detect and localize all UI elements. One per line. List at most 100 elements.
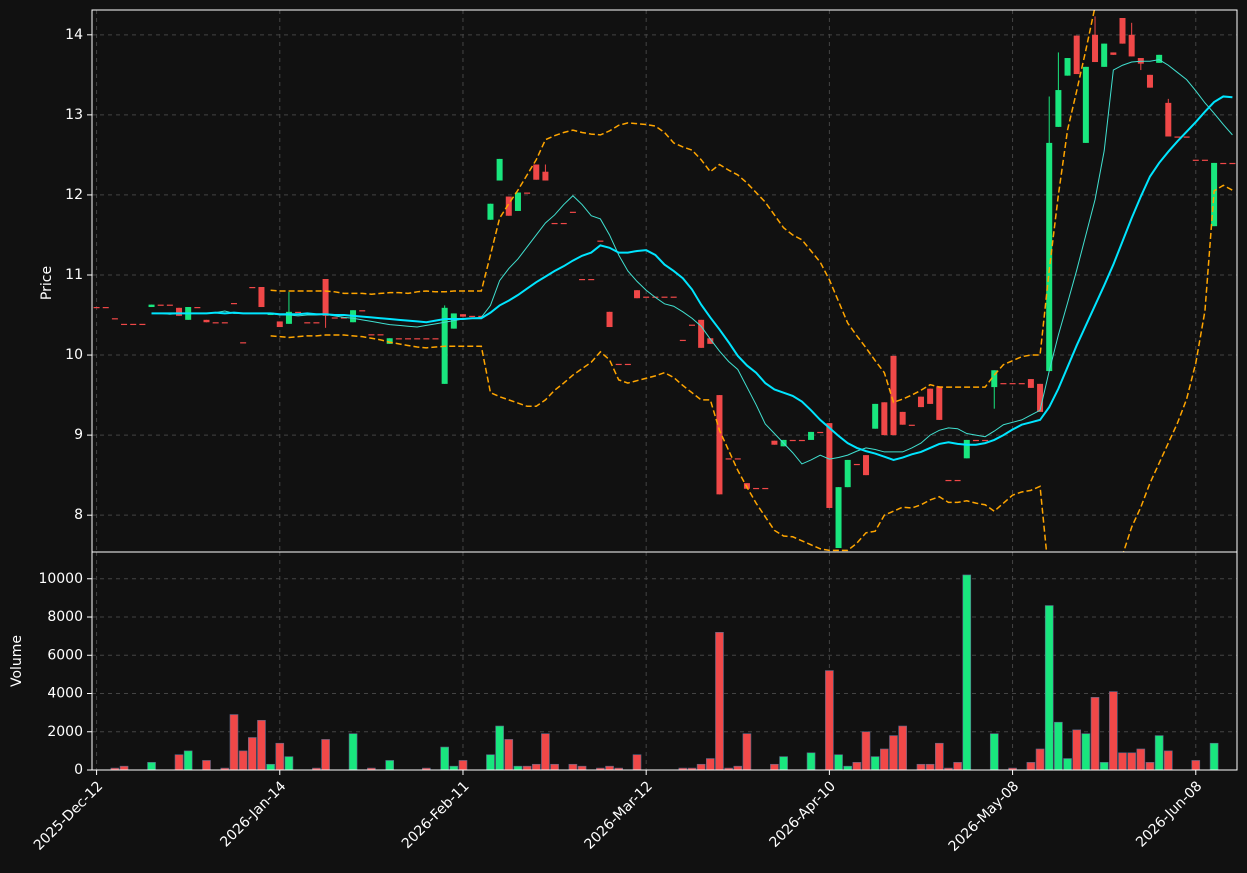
volume-bar [147,762,156,770]
volume-bar [202,760,211,770]
candle-body [1018,383,1025,385]
volume-bar [183,750,193,770]
candle-body [496,158,503,181]
candle-body [1000,383,1007,385]
candle-body [176,307,183,316]
candle-body [157,304,164,306]
candle-body [1037,383,1044,412]
candle-body [459,314,466,317]
y-tick-label: 8000 [47,609,83,625]
volume-bar [119,765,129,770]
candle-body [478,315,485,318]
candle-body [1229,162,1236,165]
volume-bar [1072,729,1081,770]
volume-bar [1063,758,1072,770]
volume-bar [889,735,898,770]
volume-bar [696,763,706,770]
volume-bar [1127,752,1136,770]
candle-body [716,395,723,495]
volume-bar [513,765,523,770]
volume-bar [715,632,724,770]
candle-body [798,439,805,442]
y-tick-label: 14 [65,27,83,43]
candle-body [111,318,118,320]
candle-body [863,455,870,476]
volume-bar [852,762,862,770]
volume-bar [229,714,239,770]
candle-body [698,319,705,348]
candle-body [524,192,531,194]
candle-body [972,439,979,442]
candle-body [313,322,320,324]
candle-body [1174,136,1181,138]
volume-bar [1209,742,1219,770]
candle-body [249,287,256,289]
candle-body [624,363,631,366]
volume-bar [770,763,779,770]
volume-bar [898,725,907,770]
candle-body [808,431,815,440]
candle-body [1156,54,1163,63]
candle-body [670,296,677,298]
candle-body [285,311,292,324]
y-tick-label: 0 [74,762,83,778]
volume-bar [348,733,358,770]
candle-body [1101,43,1108,67]
y-tick-label: 6000 [47,647,83,663]
candle-body [432,338,439,340]
candle-body [908,424,915,426]
candle-body [927,388,934,404]
y-tick-label: 8 [74,507,83,523]
candle-body [560,222,567,225]
candle-body [469,315,476,318]
candle-body [606,311,613,328]
volume-bar [916,763,926,770]
candle-body [762,487,769,490]
volume-bar [989,733,999,770]
candle-body [203,319,210,323]
candle-body [130,323,137,326]
volume-bar [1191,760,1201,770]
y-axis-label: Price [39,266,55,300]
candle-body [643,296,650,298]
volume-bar [843,765,853,770]
volume-bar [1136,748,1146,770]
volume-bar [486,754,495,770]
plot-area [92,552,1237,770]
volume-bar [248,737,257,770]
candle-body [881,402,888,436]
candle-body [991,370,998,388]
candle-body [221,322,228,324]
candle-body [725,458,732,460]
candle-body [615,363,622,366]
volume-bar [1164,750,1173,770]
candle-body [212,322,219,324]
volume-bar [962,574,972,770]
candle-body [340,317,347,319]
y-tick-label: 13 [65,107,83,123]
y-tick-label: 10000 [38,571,83,587]
candle-body [982,439,989,442]
candle-body [1165,102,1172,137]
volume-bar [541,733,550,770]
candle-body [1211,162,1218,227]
candle-body [789,439,796,442]
y-tick-label: 10 [65,347,83,363]
candle-body [359,310,366,312]
y-tick-label: 4000 [47,686,83,702]
volume-bar [1145,762,1155,770]
volume-bar [742,733,752,770]
volume-bar [834,754,843,770]
candle-body [505,196,512,216]
volume-bar [953,762,962,770]
candle-body [1128,34,1135,57]
candle-body [634,290,641,299]
volume-bar [632,754,642,770]
candle-body [917,396,924,408]
candle-body [734,458,741,460]
line-series [270,10,1096,404]
candle-body [679,339,686,342]
candle-body [826,423,833,508]
candle-body [514,192,521,211]
